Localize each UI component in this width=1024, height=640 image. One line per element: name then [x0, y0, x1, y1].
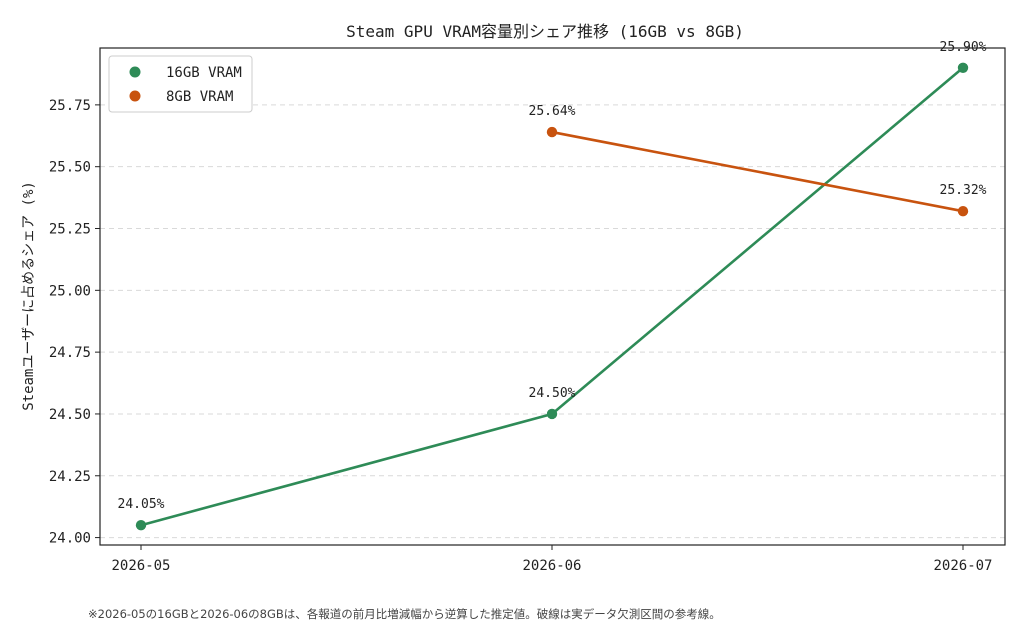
- x-tick-label: 2026-05: [111, 558, 170, 574]
- series-layer: 24.05% 24.50% 25.90% 25.64% 25.32%: [118, 40, 987, 531]
- data-point-16gb-vram: [135, 520, 147, 531]
- legend-label: 16GB VRAM: [166, 65, 242, 81]
- y-tick-label: 24.00: [49, 531, 91, 547]
- footnote: ※2026-05の16GBと2026-06の8GBは、各報道の前月比増減幅から逆…: [88, 607, 721, 621]
- y-tick-label: 24.25: [49, 469, 91, 485]
- y-tick-label: 24.50: [49, 407, 91, 423]
- data-point-16gb-vram: [546, 408, 558, 420]
- data-point-16gb-vram: [957, 62, 969, 73]
- y-tick-label: 25.25: [49, 222, 91, 238]
- data-label-16gb-vram: 25.90%: [940, 40, 987, 55]
- series-line-8gb-vram: [551, 130, 964, 213]
- legend-marker: [129, 66, 141, 78]
- data-label-16gb-vram: 24.50%: [529, 386, 576, 401]
- legend: 16GB VRAM 8GB VRAM: [108, 55, 253, 113]
- legend-marker: [129, 90, 141, 102]
- chart-title: Steam GPU VRAM容量別シェア推移 (16GB vs 8GB): [346, 22, 744, 41]
- data-label-8gb-vram: 25.64%: [529, 104, 576, 119]
- y-tick-label: 25.75: [49, 98, 91, 114]
- x-axis: 2026-05 2026-06 2026-07: [111, 545, 993, 574]
- plot-frame: [99, 47, 1006, 546]
- data-point-8gb-vram: [546, 126, 558, 138]
- x-tick-label: 2026-07: [933, 558, 992, 574]
- legend-label: 8GB VRAM: [166, 89, 233, 105]
- data-label-8gb-vram: 25.32%: [940, 183, 987, 198]
- x-tick-label: 2026-06: [522, 558, 581, 574]
- y-tick-label: 24.75: [49, 345, 91, 361]
- grid-lines: [100, 104, 1005, 539]
- data-point-8gb-vram: [957, 205, 969, 217]
- y-axis: 24.00 24.25 24.50 24.75 25.00 25.25 25.50 25.75: [49, 98, 100, 547]
- y-tick-label: 25.00: [49, 283, 91, 299]
- y-axis-label: Steamユーザーに占めるシェア (%): [21, 181, 37, 411]
- data-label-16gb-vram: 24.05%: [118, 497, 165, 512]
- y-tick-label: 25.50: [49, 160, 91, 176]
- legend-box: [108, 55, 253, 113]
